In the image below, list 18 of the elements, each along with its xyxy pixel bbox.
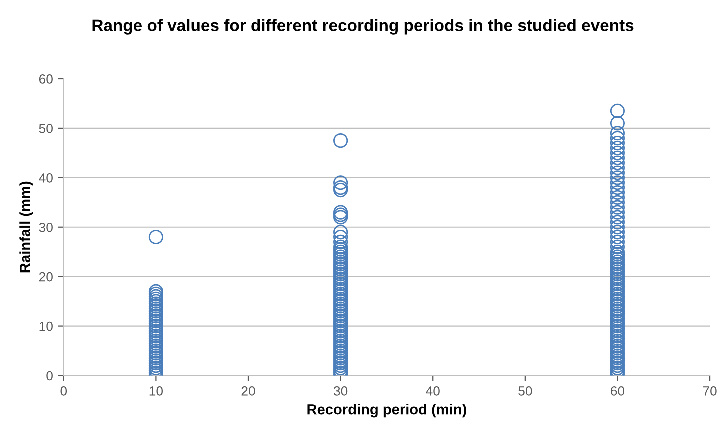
y-tick-label: 50: [39, 124, 53, 134]
y-axis-title: Rainfall (mm): [20, 182, 34, 273]
chart-title: Range of values for different recording periods in the studied events: [92, 19, 634, 35]
x-tick-label: 50: [518, 386, 532, 396]
x-tick-label: 60: [611, 386, 625, 396]
x-axis-title: Recording period (min): [308, 404, 466, 418]
y-tick-label: 40: [39, 173, 53, 183]
y-tick-label: 30: [39, 222, 53, 232]
x-tick-label: 10: [150, 386, 164, 396]
y-tick-label: 20: [39, 272, 53, 282]
x-tick-label: 70: [703, 386, 717, 396]
x-tick-label: 0: [60, 386, 68, 396]
x-tick-label: 20: [242, 386, 256, 396]
x-tick-label: 40: [426, 386, 440, 396]
y-tick-label: 0: [46, 371, 53, 381]
y-tick-label: 10: [40, 322, 53, 332]
y-tick-label: 60: [39, 74, 53, 84]
x-tick-label: 30: [334, 386, 348, 396]
